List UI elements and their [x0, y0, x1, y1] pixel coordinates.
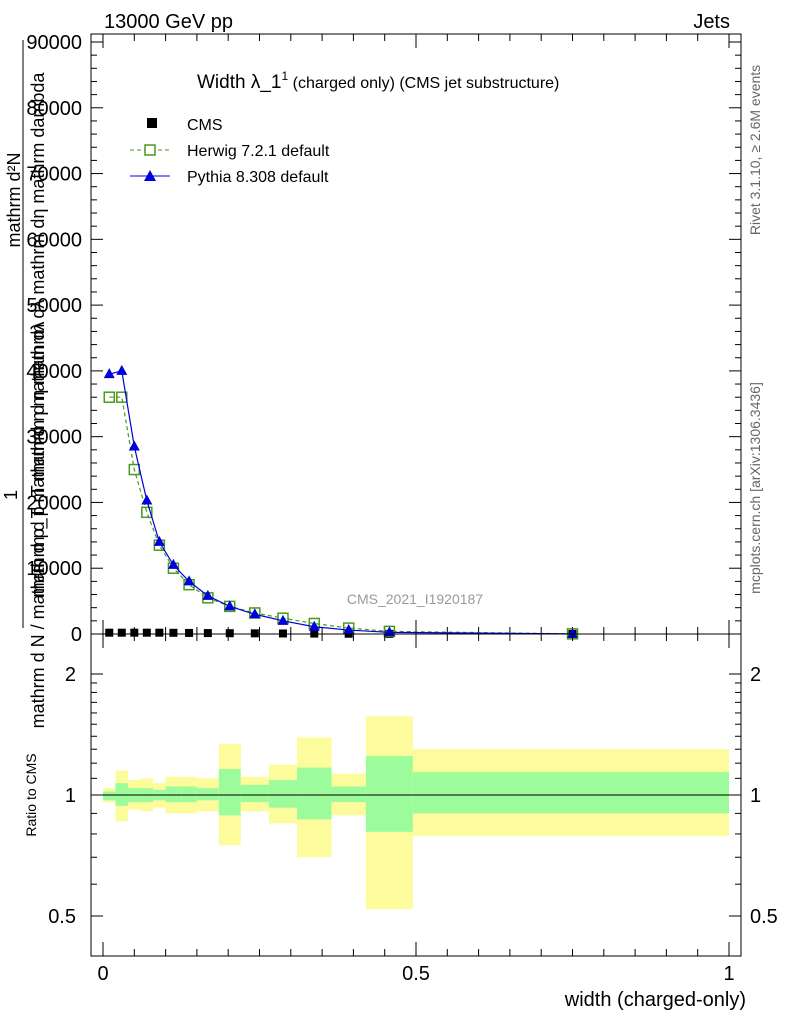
pythia-point — [116, 364, 128, 375]
ratio-ytick-label-right: 1 — [750, 785, 761, 807]
pythia-point — [103, 368, 115, 379]
cms-point — [142, 628, 151, 637]
ratio-band-stat — [365, 756, 413, 832]
cms-point — [117, 628, 126, 637]
main-ytick-label: 30000 — [26, 427, 82, 449]
header-right-title: Jets — [693, 11, 730, 33]
main-ytick-label: 10000 — [26, 558, 82, 580]
pythia-point — [249, 608, 261, 619]
main-x-ticks — [102, 34, 730, 634]
ratio-y-ticks: 0.5 0.5 1 1 2 2 — [48, 664, 778, 928]
header-left-title: 13000 GeV pp — [104, 11, 233, 33]
ratio-band-stat — [115, 783, 129, 806]
cms-point — [278, 629, 287, 638]
main-ytick-label: 50000 — [26, 295, 82, 317]
ratio-band-stat — [165, 786, 182, 803]
pythia-point — [153, 535, 165, 546]
herwig-point — [141, 506, 153, 519]
pythia-point — [183, 575, 195, 586]
ylabel-den: mathrm d N / mathrm d p_T mathrm d η mat… — [28, 322, 49, 729]
cms-point — [185, 628, 194, 637]
main-ytick-label: 20000 — [26, 492, 82, 514]
pythia-point — [141, 494, 153, 505]
pythia-point — [567, 627, 578, 638]
legend-cms-label: CMS — [187, 117, 223, 134]
ratio-band-stat — [412, 772, 729, 814]
ratio-xtick-label: 0.5 — [402, 963, 430, 985]
main-series-group — [103, 364, 579, 640]
ratio-band-stat — [268, 779, 298, 808]
main-y-ticks: 0 10000 20000 30000 40000 50000 60000 70000 8000… — [26, 32, 741, 646]
ratio-xtick-label: 1 — [723, 963, 734, 985]
mcplots-label: mcplots.cern.ch [arXiv:1306.3436] — [747, 382, 763, 594]
rivet-label: Rivet 3.1.10, ≥ 2.6M events — [747, 65, 763, 235]
pythia-point — [308, 620, 320, 631]
ylabel-num2: mathrm d²N — [4, 152, 24, 247]
cms-point — [130, 628, 139, 637]
cms-point — [203, 629, 212, 638]
ratio-band-stat — [181, 786, 197, 803]
ratio-ylabel: Ratio to CMS — [23, 753, 39, 836]
main-ytick-label: 60000 — [26, 229, 82, 251]
main-ytick-label: 40000 — [26, 361, 82, 383]
ylabel-den2: mathrm d p_T mathrm d η mathrm dλ mathrm… — [28, 72, 49, 598]
ratio-band-stat — [218, 769, 241, 816]
ratio-bands — [103, 716, 729, 910]
herwig-point — [128, 463, 141, 476]
cms-point — [105, 628, 114, 637]
ratio-ytick-label-right: 0.5 — [750, 906, 778, 928]
ratio-band-stat — [196, 788, 219, 801]
pythia-point — [224, 600, 236, 611]
legend-pythia-label: Pythia 8.308 default — [187, 169, 329, 186]
ratio-ytick-label-left: 1 — [65, 785, 76, 807]
main-ytick-label: 80000 — [26, 98, 82, 120]
pythia-point — [202, 589, 214, 600]
ylabel-num: 1 — [1, 490, 21, 500]
main-ytick-label: 0 — [71, 624, 82, 646]
main-ytick-label: 90000 — [26, 32, 82, 54]
cms-point — [250, 629, 259, 638]
legend: CMS Herwig 7.2.1 default Pythia 8.308 de… — [130, 117, 330, 186]
ratio-xtick-label: 0 — [97, 963, 108, 985]
series-line-2 — [109, 370, 573, 635]
x-axis-label: width (charged-only) — [564, 989, 746, 1011]
pythia-point — [128, 440, 140, 451]
main-ytick-label: 70000 — [26, 164, 82, 186]
analysis-watermark: CMS_2021_I1920187 — [347, 591, 483, 607]
ratio-ytick-label-left: 2 — [65, 664, 76, 686]
plot-title: Width λ_11 (charged only) (CMS jet subst… — [197, 69, 559, 93]
ratio-band-stat — [331, 786, 366, 803]
legend-herwig-marker — [144, 144, 156, 156]
ratio-ytick-label-left: 0.5 — [48, 906, 76, 928]
legend-herwig-label: Herwig 7.2.1 default — [187, 143, 330, 160]
pythia-point — [167, 558, 179, 569]
ratio-band-stat — [297, 767, 332, 820]
ratio-band-stat — [240, 784, 269, 803]
herwig-point — [103, 391, 116, 403]
ratio-band-stat — [103, 791, 116, 801]
ratio-x-ticks: 0 0.5 1 — [97, 634, 735, 985]
pythia-point — [343, 624, 355, 635]
herwig-point — [116, 391, 128, 403]
pythia-point — [277, 614, 289, 625]
legend-pythia-marker — [144, 170, 156, 181]
ratio-ytick-label-right: 2 — [750, 664, 761, 686]
main-ylabel: mathrm d²N mathrm d p_T mathrm d η mathr… — [1, 40, 49, 728]
cms-point — [225, 629, 234, 638]
legend-cms-marker — [147, 118, 157, 128]
cms-point — [169, 628, 178, 637]
cms-point — [155, 628, 164, 637]
series-line-1 — [109, 396, 573, 635]
